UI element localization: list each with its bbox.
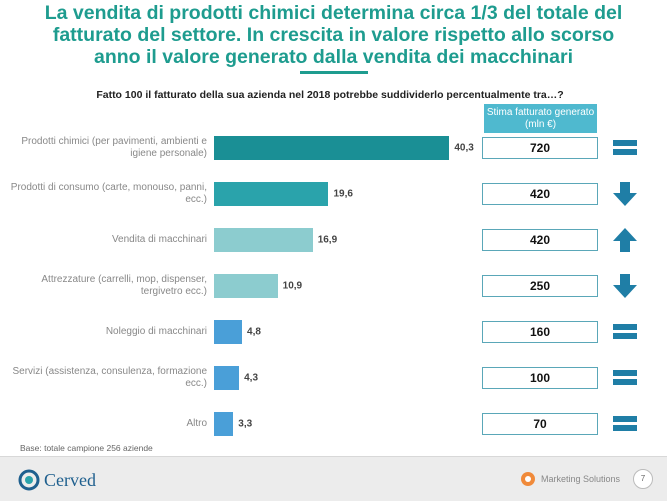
estimate-value: 160 bbox=[482, 321, 598, 343]
bar-value-label: 16,9 bbox=[317, 234, 338, 246]
estimate-value: 70 bbox=[482, 413, 598, 435]
equal-icon bbox=[612, 135, 638, 161]
bar-value-label: 4,8 bbox=[247, 326, 261, 338]
chart-row: Prodotti chimici (per pavimenti, ambient… bbox=[0, 128, 667, 168]
estimate-value: 720 bbox=[482, 137, 598, 159]
estimate-value: 100 bbox=[482, 367, 598, 389]
base-note: Base: totale campione 256 aziende bbox=[20, 443, 153, 453]
marketing-solutions-icon bbox=[521, 472, 535, 486]
arrow-down-icon bbox=[612, 181, 638, 207]
chart-row: Prodotti di consumo (carte, monouso, pan… bbox=[0, 174, 667, 214]
bar bbox=[214, 228, 313, 252]
category-label: Prodotti chimici (per pavimenti, ambient… bbox=[21, 136, 207, 159]
cerved-logo: Cerved bbox=[18, 469, 96, 491]
partner-logo: Marketing Solutions bbox=[520, 471, 620, 487]
equal-icon bbox=[612, 319, 638, 345]
bar bbox=[214, 366, 240, 390]
bar bbox=[214, 136, 450, 160]
equal-icon bbox=[612, 411, 638, 437]
cerved-logo-icon bbox=[18, 469, 40, 491]
category-label: Noleggio di macchinari bbox=[105, 326, 207, 337]
category-label: Attrezzature (carrelli, mop, dispenser, … bbox=[41, 274, 207, 297]
page-number: 7 bbox=[633, 469, 653, 489]
category-label: Altro bbox=[186, 418, 207, 429]
estimate-value: 420 bbox=[482, 229, 598, 251]
title-line-3: anno il valore generato dalla vendita de… bbox=[94, 46, 573, 68]
bar-value-label: 19,6 bbox=[333, 188, 353, 200]
category-label: Vendita di macchinari bbox=[111, 234, 207, 245]
bar bbox=[214, 274, 278, 298]
title-underline bbox=[300, 71, 368, 74]
logo-text: Cerved bbox=[44, 469, 96, 490]
arrow-down-icon bbox=[612, 273, 638, 299]
arrow-up-icon bbox=[612, 227, 638, 253]
title-line-2: fatturato del settore. In crescita in va… bbox=[52, 24, 615, 46]
bar-value-label: 10,9 bbox=[282, 280, 303, 292]
equal-icon bbox=[612, 365, 638, 391]
bar-value-label: 3,3 bbox=[238, 418, 253, 430]
bar bbox=[214, 320, 243, 344]
category-label: Servizi (assistenza, consulenza, formazi… bbox=[12, 366, 207, 389]
partner-text: Marketing Solutions bbox=[541, 474, 621, 484]
footer: Cerved Marketing Solutions 7 bbox=[0, 456, 667, 501]
estimate-value: 250 bbox=[482, 275, 598, 297]
category-label: Prodotti di consumo (carte, monouso, pan… bbox=[10, 182, 207, 205]
chart-row: Vendita di macchinari 16,9 420 bbox=[0, 220, 667, 260]
chart-row: Altro 3,3 70 bbox=[0, 404, 667, 444]
bar bbox=[214, 182, 329, 206]
chart-row: Noleggio di macchinari 4,8 160 bbox=[0, 312, 667, 352]
chart-question: Fatto 100 il fatturato della sua azienda… bbox=[96, 89, 564, 101]
bar-value-label: 40,3 bbox=[454, 142, 474, 154]
chart-row: Servizi (assistenza, consulenza, formazi… bbox=[0, 358, 667, 398]
bar-value-label: 4,3 bbox=[244, 372, 259, 384]
chart-row: Attrezzature (carrelli, mop, dispenser, … bbox=[0, 266, 667, 306]
estimate-value: 420 bbox=[482, 183, 598, 205]
title-line-1: La vendita di prodotti chimici determina… bbox=[44, 2, 623, 24]
estimate-header: Stima fatturato generato (mln €) bbox=[484, 104, 597, 133]
bar bbox=[214, 412, 234, 436]
page-title: La vendita di prodotti chimici determina… bbox=[10, 2, 657, 68]
